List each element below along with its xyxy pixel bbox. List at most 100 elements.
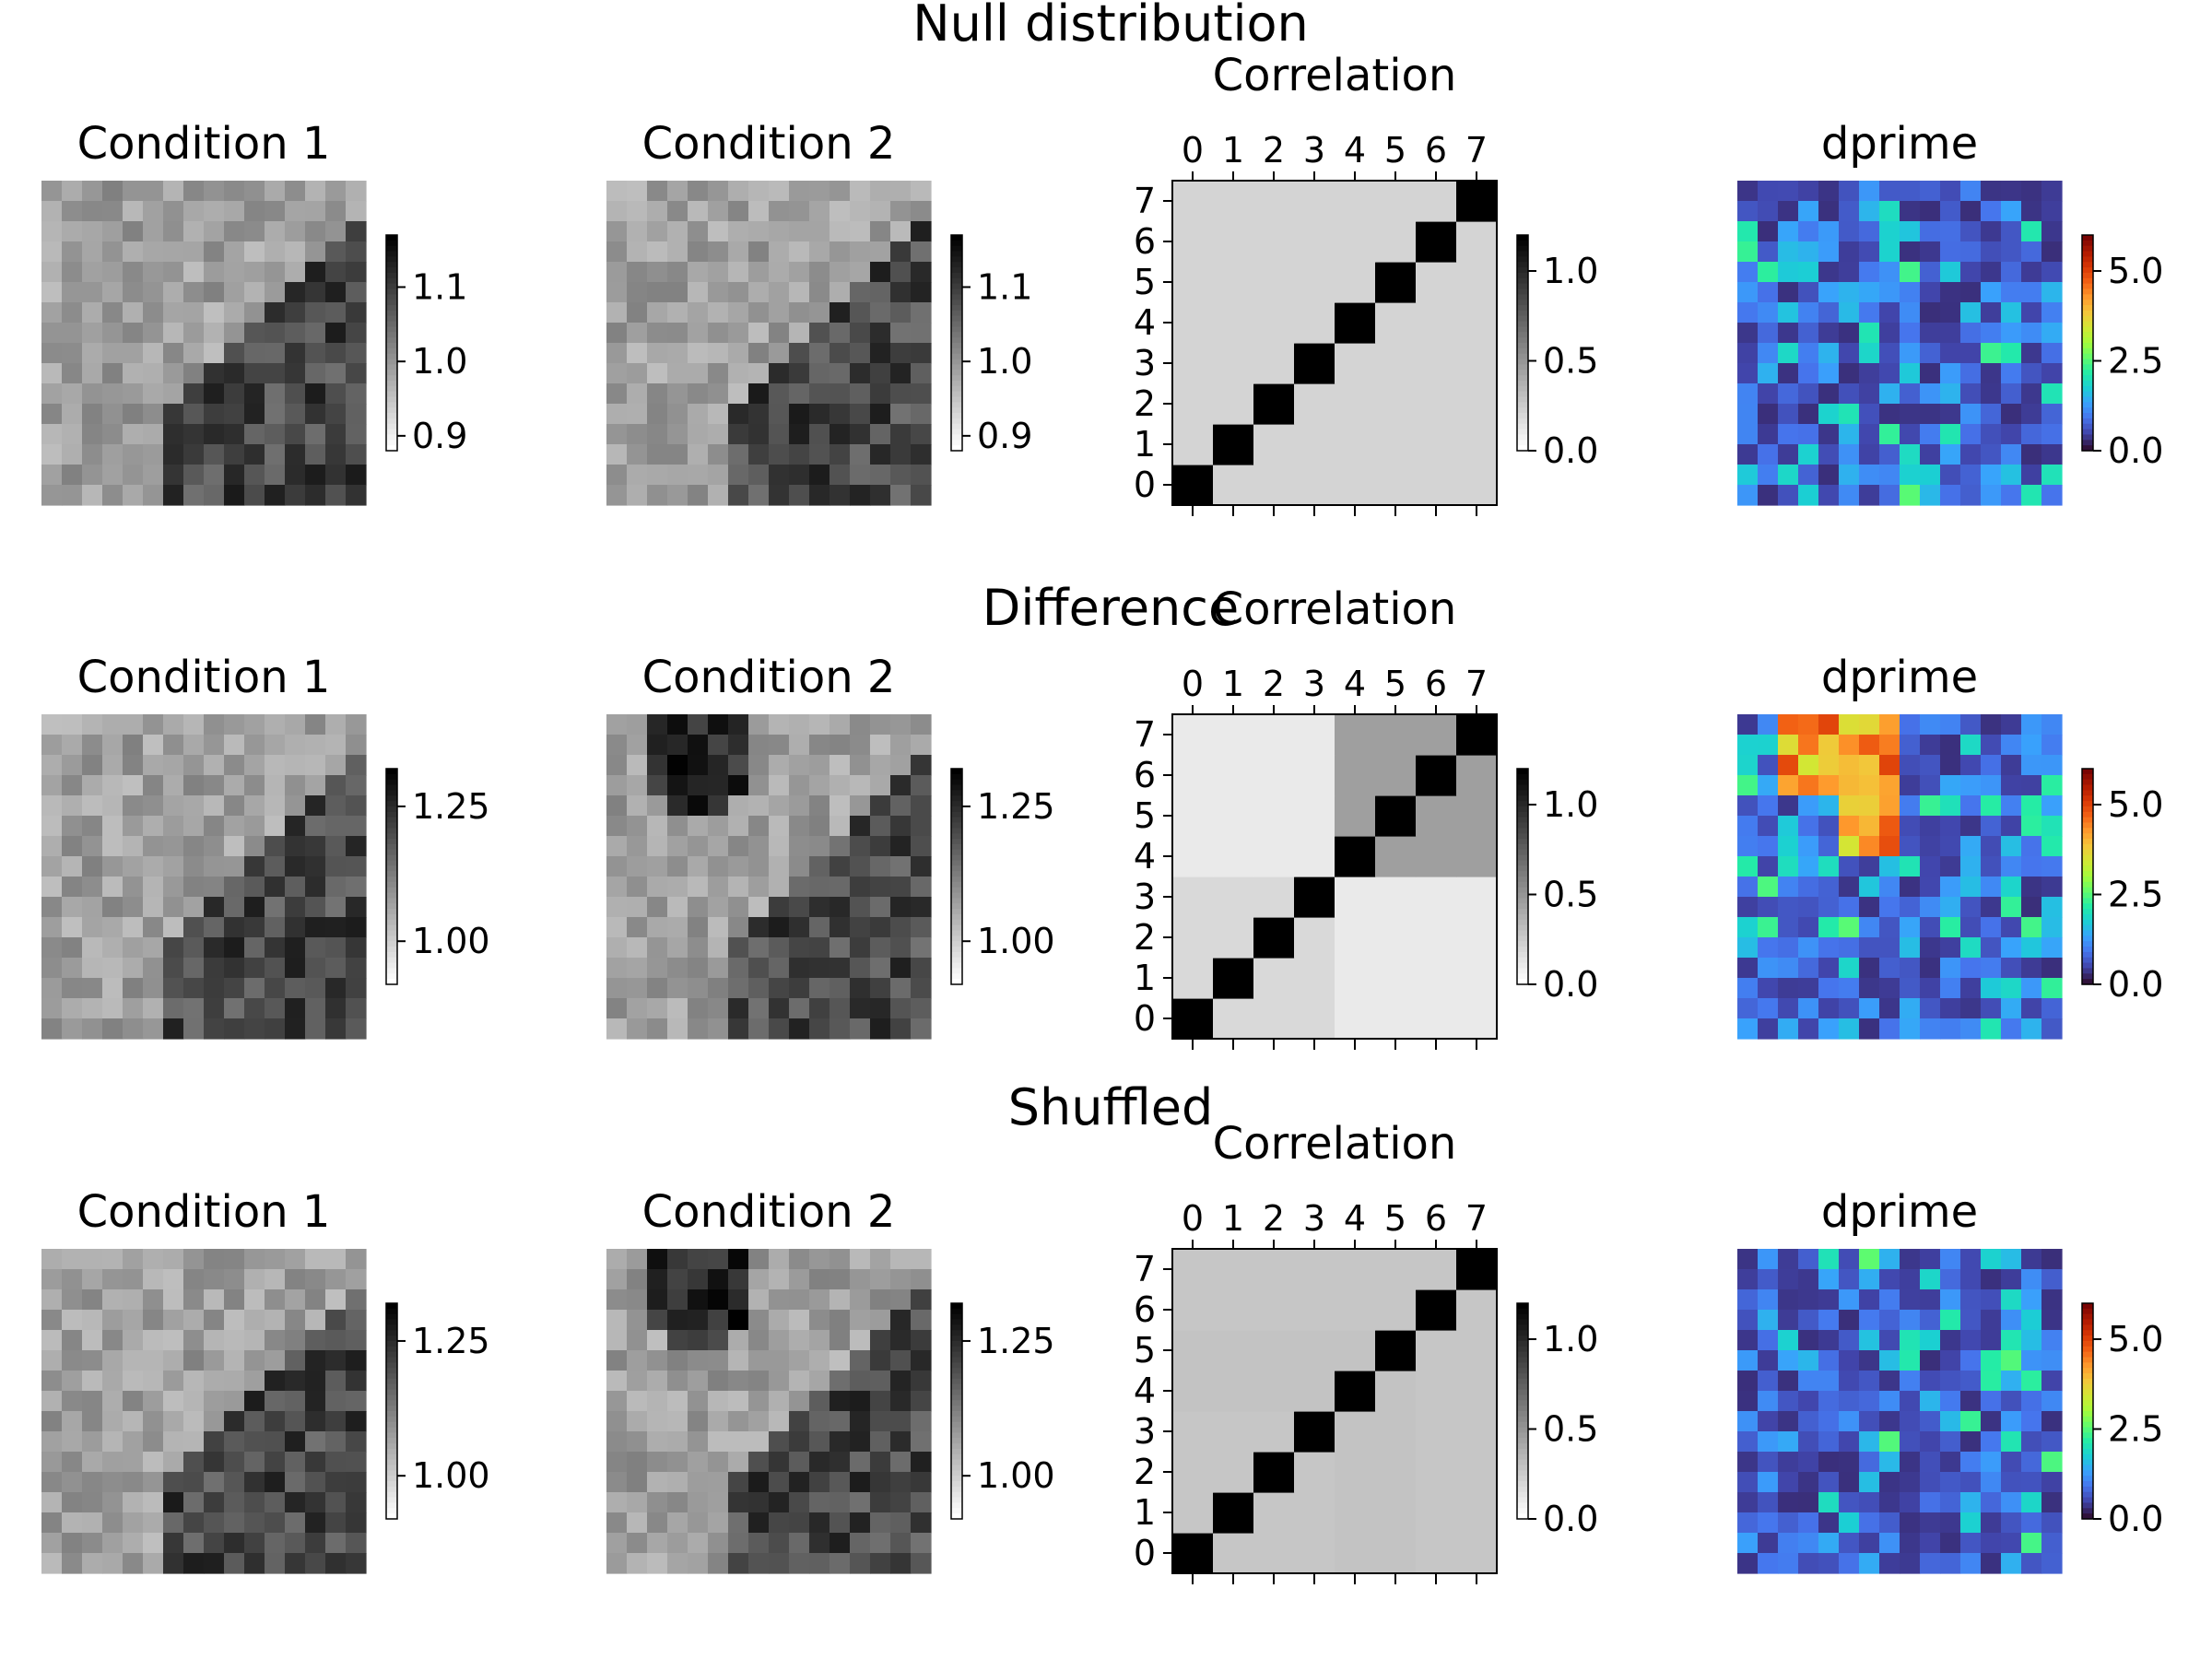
heatmap-cell <box>143 1310 164 1331</box>
heatmap-cell <box>1839 1533 1860 1554</box>
colorbar-segment <box>386 332 397 338</box>
colorbar-segment <box>951 1373 962 1380</box>
heatmap-cell <box>830 1472 851 1493</box>
heatmap-cell <box>2001 323 2022 344</box>
colorbar-segment <box>1517 801 1528 807</box>
heatmap-cell <box>606 1330 628 1351</box>
heatmap-cell <box>1778 1411 1799 1432</box>
heatmap-cell <box>183 1289 205 1311</box>
heatmap-cell <box>1839 836 1860 857</box>
heatmap-cell <box>325 1249 347 1270</box>
colorbar-segment <box>951 391 962 398</box>
colorbar-segment <box>2082 1357 2093 1363</box>
heatmap-cell <box>1758 221 1779 242</box>
heatmap-cell <box>1960 856 1982 877</box>
heatmap-cell <box>82 383 103 405</box>
heatmap-cell <box>809 465 830 486</box>
heatmap-cell <box>265 1269 286 1290</box>
heatmap-cell <box>789 363 810 384</box>
heatmap-cell <box>1879 836 1900 857</box>
colorbar-segment <box>2082 860 2093 866</box>
heatmap-cell <box>627 262 648 283</box>
colorbar-segment <box>2082 1508 2093 1514</box>
heatmap-cell <box>647 978 668 999</box>
heatmap-cell <box>2041 1269 2063 1290</box>
heatmap-cell <box>708 323 729 344</box>
colorbar-segment <box>386 811 397 818</box>
heatmap-cell <box>265 201 286 222</box>
heatmap-cell <box>1798 1533 1819 1554</box>
heatmap-cell <box>627 978 648 999</box>
colorbar-segment <box>386 294 397 300</box>
heatmap-cell <box>41 1371 63 1392</box>
heatmap-cell <box>143 1371 164 1392</box>
colorbar-segment <box>2082 235 2093 241</box>
heatmap-cell <box>1253 465 1295 506</box>
heatmap-cell <box>1940 816 1961 837</box>
heatmap-cell <box>62 1533 83 1554</box>
heatmap-cell <box>890 181 912 202</box>
heatmap-cell <box>688 1289 709 1311</box>
heatmap-cell <box>143 897 164 918</box>
colorbar-segment <box>386 1308 397 1315</box>
colorbar-segment <box>386 343 397 349</box>
heatmap-cell <box>163 363 184 384</box>
heatmap-cell <box>667 1350 688 1371</box>
heatmap-cell <box>1818 383 1840 405</box>
heatmap-cell <box>1920 755 1941 776</box>
x-tick-label: 5 <box>1384 664 1406 704</box>
heatmap-cell <box>647 714 668 735</box>
heatmap-cell <box>850 343 871 364</box>
heatmap-cell <box>102 1330 124 1351</box>
colorbar-segment <box>951 380 962 387</box>
heatmap-cell <box>2001 877 2022 898</box>
heatmap-cell <box>1920 383 1941 405</box>
heatmap-cell <box>769 1431 790 1453</box>
heatmap-cell <box>1920 1310 1941 1331</box>
heatmap-cell <box>647 1472 668 1493</box>
colorbar-segment <box>951 1491 962 1499</box>
heatmap-cell <box>1335 1411 1376 1453</box>
heatmap-cell <box>1737 323 1759 344</box>
heatmap-cell <box>1879 1452 1900 1473</box>
colorbar-segment <box>386 245 397 253</box>
colorbar-segment <box>1517 860 1528 866</box>
heatmap-cell <box>688 485 709 506</box>
panel-title: Correlation <box>1213 1118 1457 1170</box>
heatmap-cell <box>62 1269 83 1290</box>
heatmap-cell <box>2041 937 2063 959</box>
heatmap-cell <box>285 1512 306 1534</box>
heatmap-cell <box>1900 424 1921 445</box>
colorbar-segment <box>951 407 962 414</box>
heatmap-cell <box>82 404 103 425</box>
heatmap-cell <box>606 343 628 364</box>
colorbar-segment <box>2082 1470 2093 1477</box>
colorbar-segment <box>386 822 397 829</box>
heatmap-cell <box>850 877 871 898</box>
heatmap-cell <box>1213 1330 1254 1371</box>
heatmap-cell <box>667 1533 688 1554</box>
colorbar-tick-label: 1.25 <box>977 786 1055 827</box>
colorbar-segment <box>2082 828 2093 834</box>
heatmap-cell <box>688 262 709 283</box>
heatmap-cell <box>1879 262 1900 283</box>
heatmap-cell <box>325 323 347 344</box>
heatmap-cell <box>204 1310 225 1331</box>
heatmap-cell <box>870 937 891 959</box>
heatmap-cell <box>830 181 851 202</box>
heatmap-cell <box>606 755 628 776</box>
heatmap-cell <box>244 282 265 303</box>
heatmap-cell <box>183 1371 205 1392</box>
heatmap-cell <box>1839 343 1860 364</box>
heatmap-cell <box>1879 816 1900 837</box>
heatmap-cell <box>1758 282 1779 303</box>
heatmap-cell <box>627 1512 648 1534</box>
heatmap-cell <box>1940 958 1961 979</box>
colorbar-segment <box>386 1389 397 1396</box>
heatmap-cell <box>82 1371 103 1392</box>
colorbar-segment <box>386 973 397 980</box>
colorbar-segment <box>2082 1453 2093 1461</box>
heatmap-cell <box>143 465 164 486</box>
heatmap-cell <box>728 383 749 405</box>
heatmap-cell <box>1758 877 1779 898</box>
